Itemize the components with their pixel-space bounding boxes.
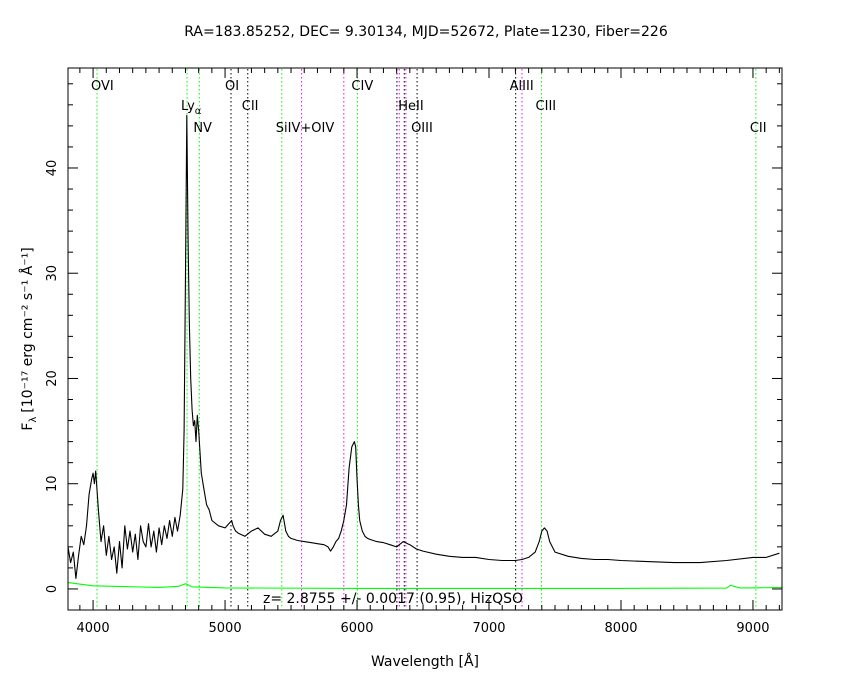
line-label-nv: NV (193, 121, 212, 136)
line-label-oiii: OIII (411, 121, 433, 136)
chart-title: RA=183.85252, DEC= 9.30134, MJD=52672, P… (184, 24, 668, 40)
y-axis-label-subscript: λ (28, 417, 39, 423)
plot-frame (67, 67, 783, 611)
x-axis-label: Wavelength [Å] (371, 653, 479, 670)
line-label-cii: CII (242, 99, 259, 114)
line-label-siiv-oiv: SiIV+OIV (276, 121, 335, 136)
svg-text:Fλ[10⁻¹⁷ erg cm⁻² s⁻¹ Å⁻¹]: Fλ [10⁻¹⁷ erg cm⁻² s⁻¹ Å⁻¹] (19, 247, 39, 430)
line-label-heii: HeII (398, 99, 423, 114)
y-axis-label-symbol: F (20, 423, 36, 431)
line-labels: OVILyαNVOICIISiIV+OIVCIVHeIIOIIIAlIIICII… (91, 79, 767, 136)
emission-line-markers (96, 69, 757, 609)
flux-series-line (67, 114, 780, 579)
x-tick-label: 4000 (77, 621, 110, 636)
y-tick-label: 40 (45, 160, 60, 177)
line-label-ovi: OVI (91, 79, 114, 94)
x-tick-label: 9000 (736, 621, 769, 636)
error-series-line (67, 582, 783, 589)
x-tick-label: 7000 (472, 621, 505, 636)
x-tick-label: 8000 (604, 621, 637, 636)
y-tick-label: 10 (45, 475, 60, 492)
line-label-aliii: AlIII (510, 79, 534, 94)
x-tick-label: 5000 (209, 621, 242, 636)
axis-ticks: 4000 5000 6000 7000 8000 9000 0 10 20 30 40 (45, 68, 782, 636)
line-label-cii: CII (750, 121, 767, 136)
redshift-annotation: z= 2.8755 +/- 0.0017 (0.95), HizQSO (263, 591, 523, 607)
line-label-ly: Lyα (181, 99, 202, 117)
y-tick-label: 0 (45, 585, 60, 593)
line-label-oi: OI (225, 79, 239, 94)
x-tick-label: 6000 (340, 621, 373, 636)
y-axis-label-units: [10⁻¹⁷ erg cm⁻² s⁻¹ Å⁻¹] (19, 247, 36, 412)
line-label-civ: CIV (351, 79, 373, 94)
series-layer (67, 114, 783, 589)
y-tick-label: 20 (45, 370, 60, 387)
y-axis-label: Fλ [10⁻¹⁷ erg cm⁻² s⁻¹ Å⁻¹] (19, 247, 39, 430)
line-label-ciii: CIII (536, 99, 557, 114)
y-tick-label: 30 (45, 265, 60, 282)
